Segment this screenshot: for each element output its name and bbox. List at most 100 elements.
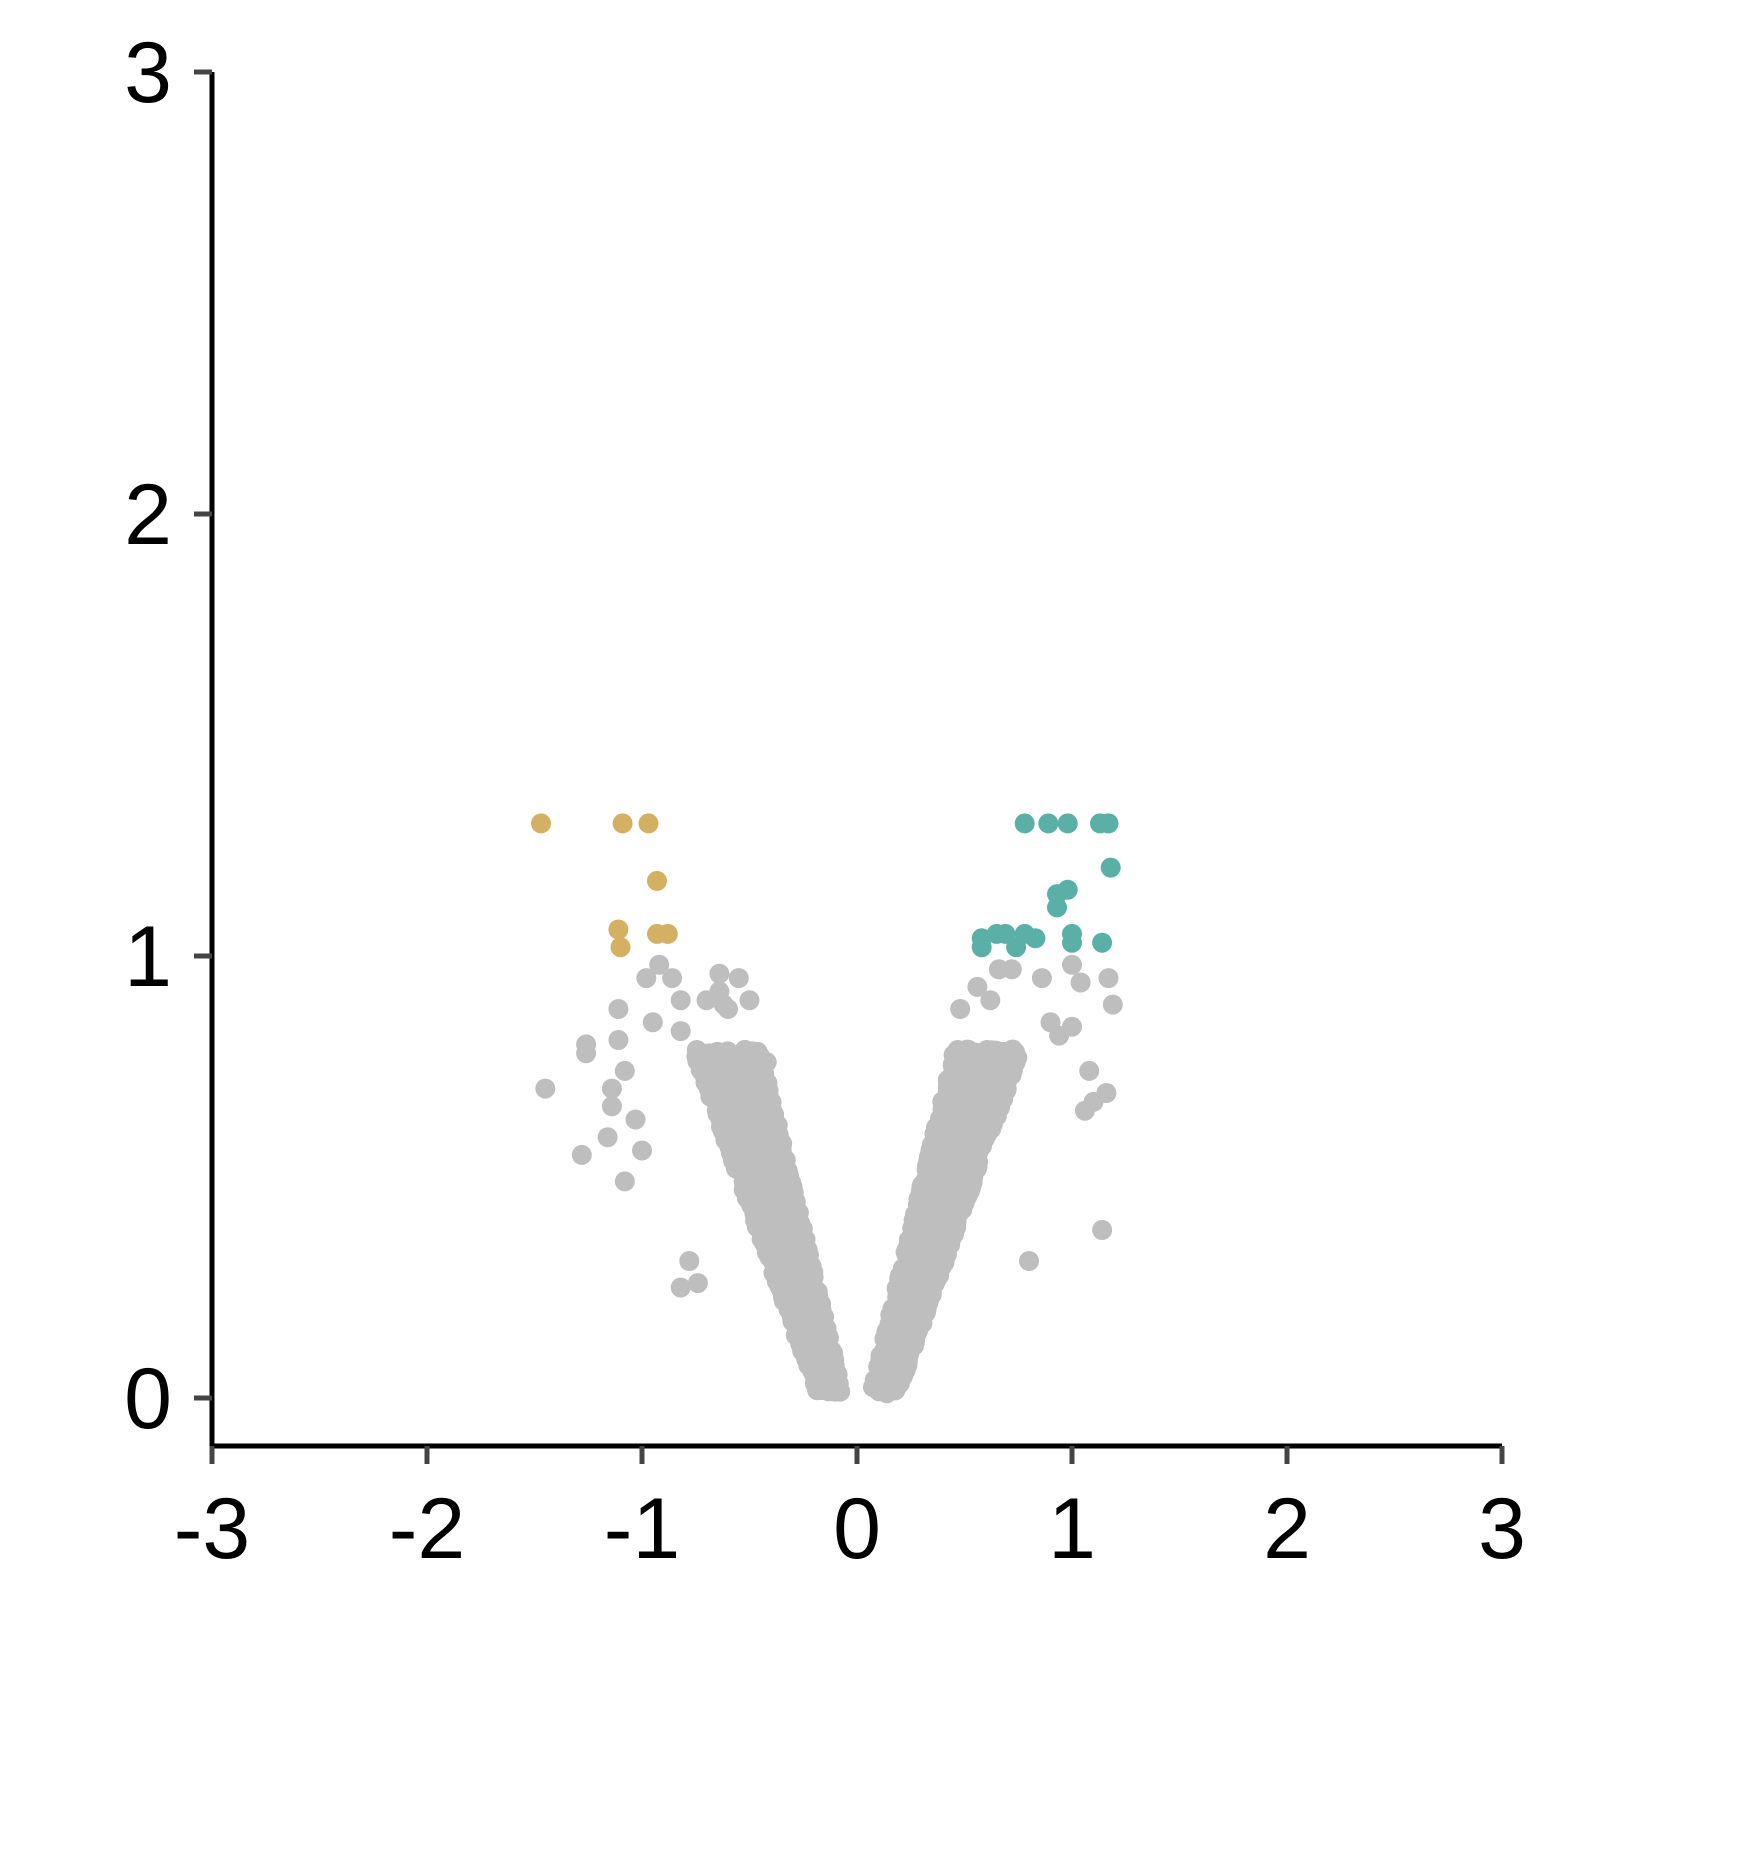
points-layer — [531, 813, 1123, 1404]
scatter-point-ns — [950, 999, 971, 1019]
scatter-point-ns — [687, 1273, 708, 1294]
y-tick-label: 2 — [124, 467, 172, 563]
scatter-point-ns — [942, 1196, 963, 1217]
scatter-point-down — [647, 870, 667, 891]
scatter-point-ns — [614, 1171, 635, 1192]
scatter-point-ns — [714, 1090, 734, 1111]
scatter-point-ns — [899, 1232, 920, 1253]
scatter-point-ns — [937, 1221, 958, 1242]
scatter-point-ns — [773, 1220, 794, 1241]
scatter-point-ns — [956, 1079, 977, 1100]
scatter-point-ns — [636, 968, 657, 989]
scatter-point-ns — [918, 1187, 939, 1208]
scatter-point-ns — [1001, 959, 1022, 980]
scatter-point-ns — [740, 1193, 761, 1214]
y-tick-label: 0 — [124, 1351, 172, 1447]
scatter-point-ns — [679, 1251, 700, 1271]
scatter-point-ns — [576, 1034, 597, 1055]
scatter-point-ns — [709, 963, 730, 984]
scatter-point-ns — [999, 1053, 1020, 1074]
scatter-point-up — [1014, 813, 1035, 834]
scatter-point-ns — [883, 1367, 904, 1388]
x-tick-label: 3 — [1478, 1481, 1526, 1577]
scatter-point-ns — [967, 976, 988, 997]
scatter-point-ns — [900, 1335, 921, 1356]
scatter-point-ns — [1031, 968, 1052, 989]
scatter-point-ns — [737, 1136, 758, 1156]
scatter-point-ns — [759, 1137, 780, 1158]
scatter-point-ns — [1062, 954, 1082, 975]
scatter-point-ns — [790, 1333, 811, 1354]
scatter-point-ns — [980, 990, 1001, 1011]
scatter-point-ns — [949, 1170, 970, 1191]
axes-layer — [209, 72, 1502, 1449]
scatter-point-ns — [632, 1140, 652, 1161]
scatter-point-ns — [981, 1090, 1001, 1110]
scatter-point-ns — [945, 1100, 966, 1121]
scatter-point-ns — [912, 1249, 933, 1270]
scatter-point-down — [657, 923, 678, 944]
scatter-point-down — [612, 813, 633, 834]
scatter-point-ns — [907, 1297, 928, 1318]
scatter-point-ns — [735, 1043, 756, 1064]
scatter-point-ns — [937, 1244, 957, 1265]
y-tick-label: 3 — [124, 25, 172, 121]
scatter-point-ns — [984, 1065, 1004, 1086]
scatter-point-down — [531, 813, 551, 834]
scatter-point-ns — [718, 999, 738, 1019]
scatter-point-ns — [601, 1096, 622, 1117]
scatter-point-up — [1092, 932, 1113, 953]
scatter-point-ns — [782, 1181, 803, 1202]
scatter-point-ns — [890, 1320, 911, 1341]
scatter-point-ns — [965, 1140, 986, 1160]
scatter-point-ns — [921, 1150, 942, 1171]
scatter-point-ns — [805, 1354, 826, 1375]
scatter-point-up — [1098, 813, 1119, 834]
scatter-point-ns — [756, 1052, 777, 1073]
scatter-point-ns — [1019, 1251, 1039, 1271]
scatter-point-ns — [670, 1021, 691, 1042]
scatter-point-ns — [642, 1012, 663, 1033]
scatter-point-down — [608, 919, 629, 940]
scatter-point-up — [1062, 932, 1082, 953]
scatter-point-ns — [597, 1127, 618, 1148]
scatter-point-up — [1057, 813, 1078, 834]
scatter-point-ns — [728, 968, 749, 989]
scatter-point-up — [1038, 813, 1059, 834]
x-tick-label: 0 — [833, 1481, 881, 1577]
scatter-point-ns — [897, 1270, 918, 1291]
scatter-point-ns — [614, 1060, 635, 1081]
x-tick-label: -1 — [604, 1481, 680, 1577]
scatter-point-ns — [812, 1332, 833, 1353]
scatter-point-down — [638, 813, 659, 834]
x-tick-label: 1 — [1048, 1481, 1096, 1577]
scatter-point-ns — [1098, 968, 1119, 989]
scatter-point-ns — [662, 968, 683, 989]
scatter-point-up — [1047, 897, 1067, 918]
scatter-point-ns — [821, 1351, 842, 1372]
y-tick-label: 1 — [124, 909, 172, 1005]
scatter-point-ns — [922, 1214, 943, 1234]
scatter-point-ns — [739, 990, 760, 1011]
scatter-point-ns — [749, 1168, 770, 1189]
scatter-point-ns — [608, 1030, 629, 1050]
scatter-point-up — [1100, 857, 1121, 878]
scatter-point-ns — [649, 954, 670, 975]
scatter-point-up — [971, 937, 992, 958]
scatter-point-ns — [1096, 1083, 1117, 1103]
scatter-point-ns — [936, 1121, 957, 1142]
scatter-point-down — [610, 937, 631, 958]
x-tick-label: 2 — [1263, 1481, 1311, 1577]
scatter-point-ns — [778, 1249, 799, 1270]
scatter-point-ns — [882, 1340, 903, 1361]
scatter-point-ns — [869, 1381, 890, 1402]
scatter-point-ns — [1070, 972, 1091, 993]
scatter-point-ns — [625, 1109, 646, 1130]
scatter-point-ns — [719, 1118, 740, 1139]
scatter-point-up — [1025, 928, 1046, 949]
scatter-point-up — [995, 923, 1016, 944]
ticks-layer: -3 -2 -1 0 1 2 3 0 1 2 3 — [124, 25, 1526, 1577]
x-tick-label: -3 — [174, 1481, 250, 1577]
x-tick-label: -2 — [389, 1481, 465, 1577]
